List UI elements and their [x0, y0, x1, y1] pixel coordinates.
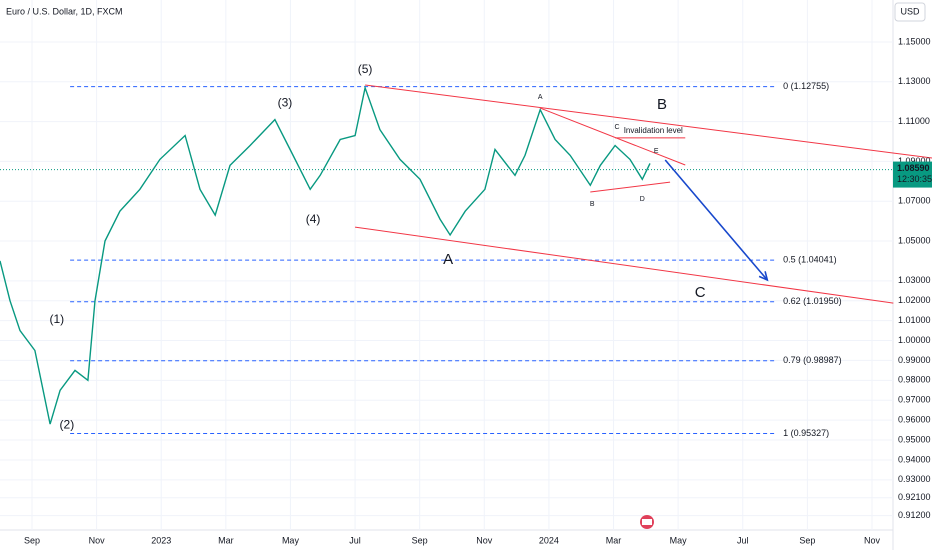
- countdown-label: 12:30:35: [897, 174, 932, 184]
- x-tick-label: Nov: [89, 535, 106, 545]
- x-tick-label: 2023: [151, 535, 171, 545]
- y-tick-label: 1.09000: [898, 156, 931, 166]
- y-tick-label: 0.99000: [898, 355, 931, 365]
- y-tick-label: 0.96000: [898, 415, 931, 425]
- x-tick-label: Jul: [349, 535, 361, 545]
- y-tick-label: 1.11000: [898, 116, 930, 126]
- currency-button[interactable]: [894, 2, 926, 22]
- y-tick-label: 0.93000: [898, 474, 931, 484]
- x-tick-label: Mar: [218, 535, 234, 545]
- x-tick-label: May: [282, 535, 300, 545]
- x-tick-label: Mar: [606, 535, 622, 545]
- fib-label: 0.62 (1.01950): [783, 296, 842, 306]
- y-tick-label: 1.13000: [898, 76, 931, 86]
- y-tick-label: 0.94000: [898, 454, 931, 464]
- y-tick-label: 0.98000: [898, 375, 931, 385]
- wave-label: A: [443, 251, 453, 268]
- y-tick-label: 1.07000: [898, 196, 931, 206]
- y-tick-label: 0.91200: [898, 510, 931, 520]
- trendline: [664, 159, 768, 281]
- fib-label: 0.79 (0.98987): [783, 355, 842, 365]
- x-tick-label: Jul: [737, 535, 749, 545]
- x-tick-label: Sep: [24, 535, 40, 545]
- currency-label: USD: [900, 6, 920, 16]
- wave-label: (5): [358, 62, 373, 76]
- chart-title: Euro / U.S. Dollar, 1D, FXCM: [6, 6, 123, 16]
- y-tick-label: 0.92100: [898, 492, 931, 502]
- wave-label: (1): [50, 312, 65, 326]
- y-tick-label: 1.01000: [898, 315, 931, 325]
- wave-label: B: [657, 96, 667, 113]
- wave-label: (2): [60, 417, 75, 431]
- fib-label: 0.5 (1.04041): [783, 254, 837, 264]
- trendline: [590, 181, 671, 193]
- x-tick-label: Nov: [476, 535, 493, 545]
- wave-label: B: [590, 201, 595, 208]
- x-tick-label: Sep: [799, 535, 815, 545]
- wave-label: C: [615, 124, 620, 131]
- event-flag-inner: [642, 519, 652, 525]
- fib-label: 0 (1.12755): [783, 81, 829, 91]
- price-line: [0, 85, 651, 425]
- wave-label: E: [654, 148, 659, 155]
- wave-label: A: [538, 94, 543, 101]
- y-tick-label: 1.15000: [898, 36, 931, 46]
- y-tick-label: 1.02000: [898, 295, 931, 305]
- wave-label: (3): [278, 95, 293, 109]
- plot: 0 (1.12755) 0.5 (1.04041) 0.62 (1.01950) 0.…: [0, 0, 932, 530]
- y-tick-label: 0.97000: [898, 395, 931, 405]
- y-tick-label: 1.03000: [898, 275, 931, 285]
- x-tick-label: Nov: [864, 535, 881, 545]
- trendline: [540, 107, 686, 166]
- last-price-box: [893, 161, 932, 188]
- last-price-label: 1.08590: [897, 163, 930, 173]
- y-tick-label: 1.00000: [898, 335, 931, 345]
- x-tick-label: 2024: [539, 535, 559, 545]
- wave-label: Invalidation level: [624, 126, 683, 135]
- wave-label: D: [640, 196, 645, 203]
- wave-label: C: [695, 284, 706, 301]
- x-tick-label: May: [670, 535, 688, 545]
- y-tick-label: 0.95000: [898, 434, 931, 444]
- x-tick-label: Sep: [412, 535, 428, 545]
- y-tick-label: 1.05000: [898, 235, 931, 245]
- arrow-head: [758, 271, 769, 282]
- trendline: [365, 84, 932, 159]
- fib-label: 1 (0.95327): [783, 428, 829, 438]
- trendline: [354, 226, 894, 304]
- wave-label: (4): [306, 212, 321, 226]
